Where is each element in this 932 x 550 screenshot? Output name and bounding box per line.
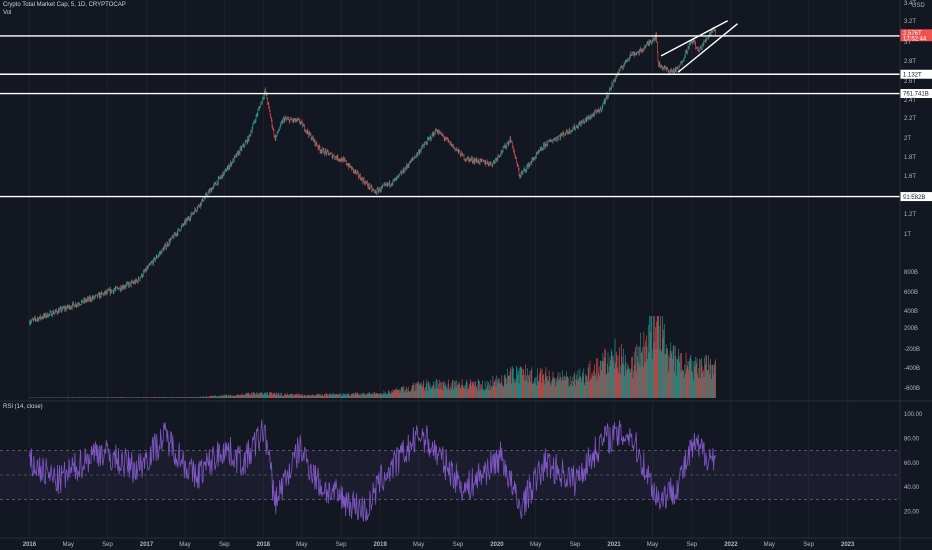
channel-line: [660, 20, 729, 57]
price-tick-label: 1T: [904, 232, 911, 238]
price-tick-label: 400B: [904, 309, 918, 315]
volume-tick-label: -200B: [904, 347, 920, 353]
time-tick-label: Sep: [453, 542, 464, 548]
time-tick-label: 2021: [607, 542, 621, 548]
volume-tick-label: -600B: [904, 386, 920, 392]
time-tick-label: 2019: [373, 542, 387, 548]
rsi-path: [29, 419, 716, 522]
time-tick-label: 2018: [257, 542, 271, 548]
rsi-tick-label: 60.00: [904, 461, 920, 467]
price-tick-label: 1.8T: [904, 155, 916, 161]
time-tick-label: Sep: [803, 542, 814, 548]
price-tick-label: 2.6T: [904, 79, 916, 85]
time-tick-label: Sep: [570, 542, 581, 548]
time-tick-label: Sep: [336, 542, 347, 548]
time-tick-label: May: [62, 542, 73, 548]
level-label-box: [900, 69, 932, 79]
rsi-tick-label: 20.00: [904, 510, 920, 516]
price-tick-label: 200B: [904, 326, 918, 332]
time-tick-label: 2023: [841, 542, 855, 548]
volume-label: Vol: [3, 10, 12, 16]
price-tick-label: 3T: [904, 40, 911, 46]
time-tick-label: May: [764, 542, 775, 548]
price-tick-label: 1.6T: [904, 174, 916, 180]
time-tick-label: 2017: [140, 542, 154, 548]
channel-lines[interactable]: [660, 20, 739, 73]
time-tick-label: Sep: [102, 542, 113, 548]
price-candles: [29, 26, 716, 326]
time-tick-label: May: [647, 542, 658, 548]
price-tick-label: 2T: [904, 136, 911, 142]
price-tick-label: 2.8T: [904, 59, 916, 65]
symbol-title: Crypto Total Market Cap, 5, 1D, CRYPTOCA…: [3, 2, 126, 8]
last-price-box: [900, 29, 932, 42]
price-tick-label: 800B: [904, 270, 918, 276]
price-tick-label: 2.4T: [904, 98, 916, 104]
level-label: 91.582B: [903, 195, 925, 201]
price-tick-label: 1.4T: [904, 194, 916, 200]
time-tick-label: May: [296, 542, 307, 548]
channel-line: [677, 23, 739, 73]
price-tick-label: 2.2T: [904, 116, 916, 122]
price-tick-label: 600B: [904, 290, 918, 296]
level-label-box: [900, 192, 932, 202]
time-tick-label: May: [413, 542, 424, 548]
currency-label: USD: [912, 3, 925, 9]
level-label: 1.132T: [903, 72, 922, 78]
volume-tick-label: -400B: [904, 366, 920, 372]
level-label-box: [900, 89, 932, 99]
price-tick-label: 1.2T: [904, 212, 916, 218]
time-tick-label: 2020: [490, 542, 504, 548]
rsi-tick-label: 80.00: [904, 436, 920, 442]
rsi-line: [29, 419, 716, 522]
rsi-tick-label: 100.00: [904, 412, 923, 418]
volume-bars: [29, 316, 716, 398]
time-tick-label: 2022: [724, 542, 738, 548]
rsi-label: RSI (14, close): [3, 404, 43, 410]
price-tick-label: 3.4T: [904, 1, 916, 7]
time-tick-label: 2016: [23, 542, 37, 548]
horizontal-levels[interactable]: 2.489T1.132T761.741B91.582B2.576T17:52:4…: [0, 29, 932, 202]
time-tick-label: Sep: [686, 542, 697, 548]
last-price-time: 17:52:44: [903, 36, 927, 42]
time-tick-label: May: [530, 542, 541, 548]
price-tick-label: 3.2T: [904, 19, 916, 25]
level-label: 761.741B: [903, 92, 929, 98]
time-tick-label: May: [179, 542, 190, 548]
time-tick-label: Sep: [219, 542, 230, 548]
rsi-tick-label: 40.00: [904, 485, 920, 491]
grid: [28, 0, 849, 538]
last-price-label: 2.576T: [903, 31, 922, 37]
